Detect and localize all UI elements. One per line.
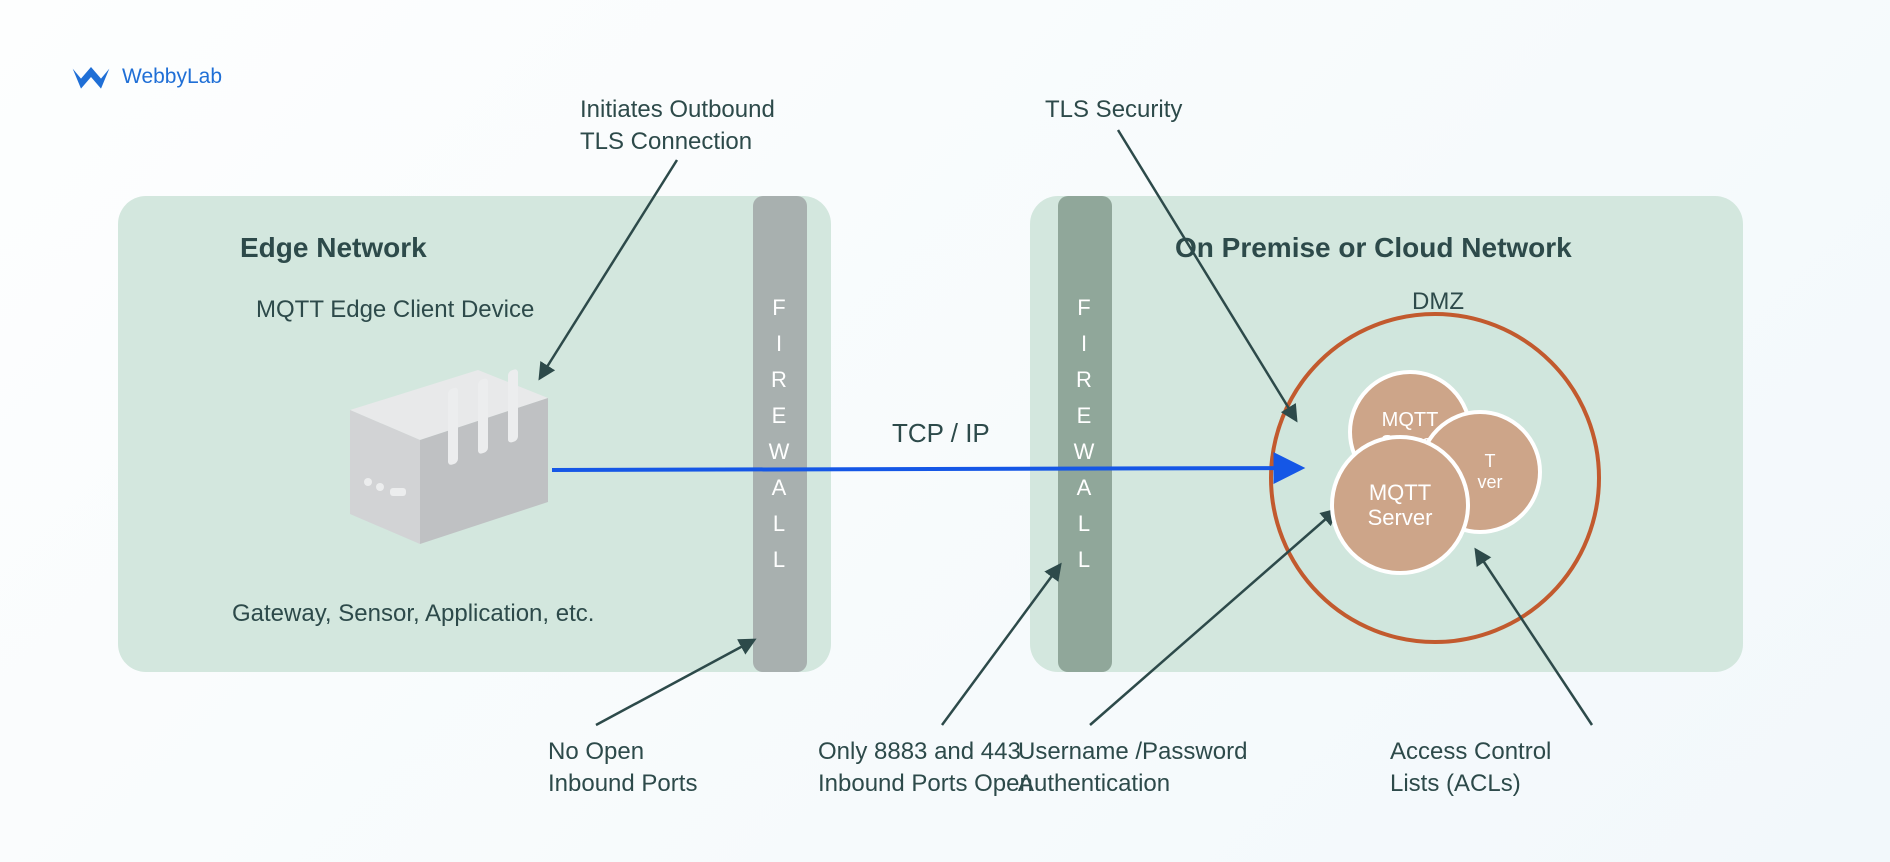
brand-name: WebbyLab <box>122 65 222 89</box>
annotation-inbound-ports: Only 8883 and 443 Inbound Ports Open <box>818 736 1033 801</box>
logo-icon <box>70 62 112 92</box>
firewall-left: FIREWALL <box>753 196 807 672</box>
edge-network-title: Edge Network <box>240 232 427 264</box>
edge-device-icon <box>310 352 570 562</box>
edge-client-subtitle: MQTT Edge Client Device <box>256 296 534 324</box>
edge-caption: Gateway, Sensor, Application, etc. <box>232 600 594 628</box>
brand-logo: WebbyLab <box>70 62 222 92</box>
annotation-tls-security: TLS Security <box>1045 94 1182 126</box>
mqtt-server-front: MQTT Server <box>1330 435 1470 575</box>
mqtt-server-label: MQTT Server <box>1368 480 1433 531</box>
annotation-acl: Access Control Lists (ACLs) <box>1390 736 1551 801</box>
dmz-label: DMZ <box>1412 288 1464 316</box>
annotation-auth: Username /Password Authentication <box>1018 736 1247 801</box>
tcpip-label: TCP / IP <box>892 418 990 449</box>
firewall-right: FIREWALL <box>1058 196 1112 672</box>
cloud-network-title: On Premise or Cloud Network <box>1175 232 1572 264</box>
annotation-tls-outbound: Initiates Outbound TLS Connection <box>580 94 775 159</box>
annotation-no-open-ports: No Open Inbound Ports <box>548 736 697 801</box>
